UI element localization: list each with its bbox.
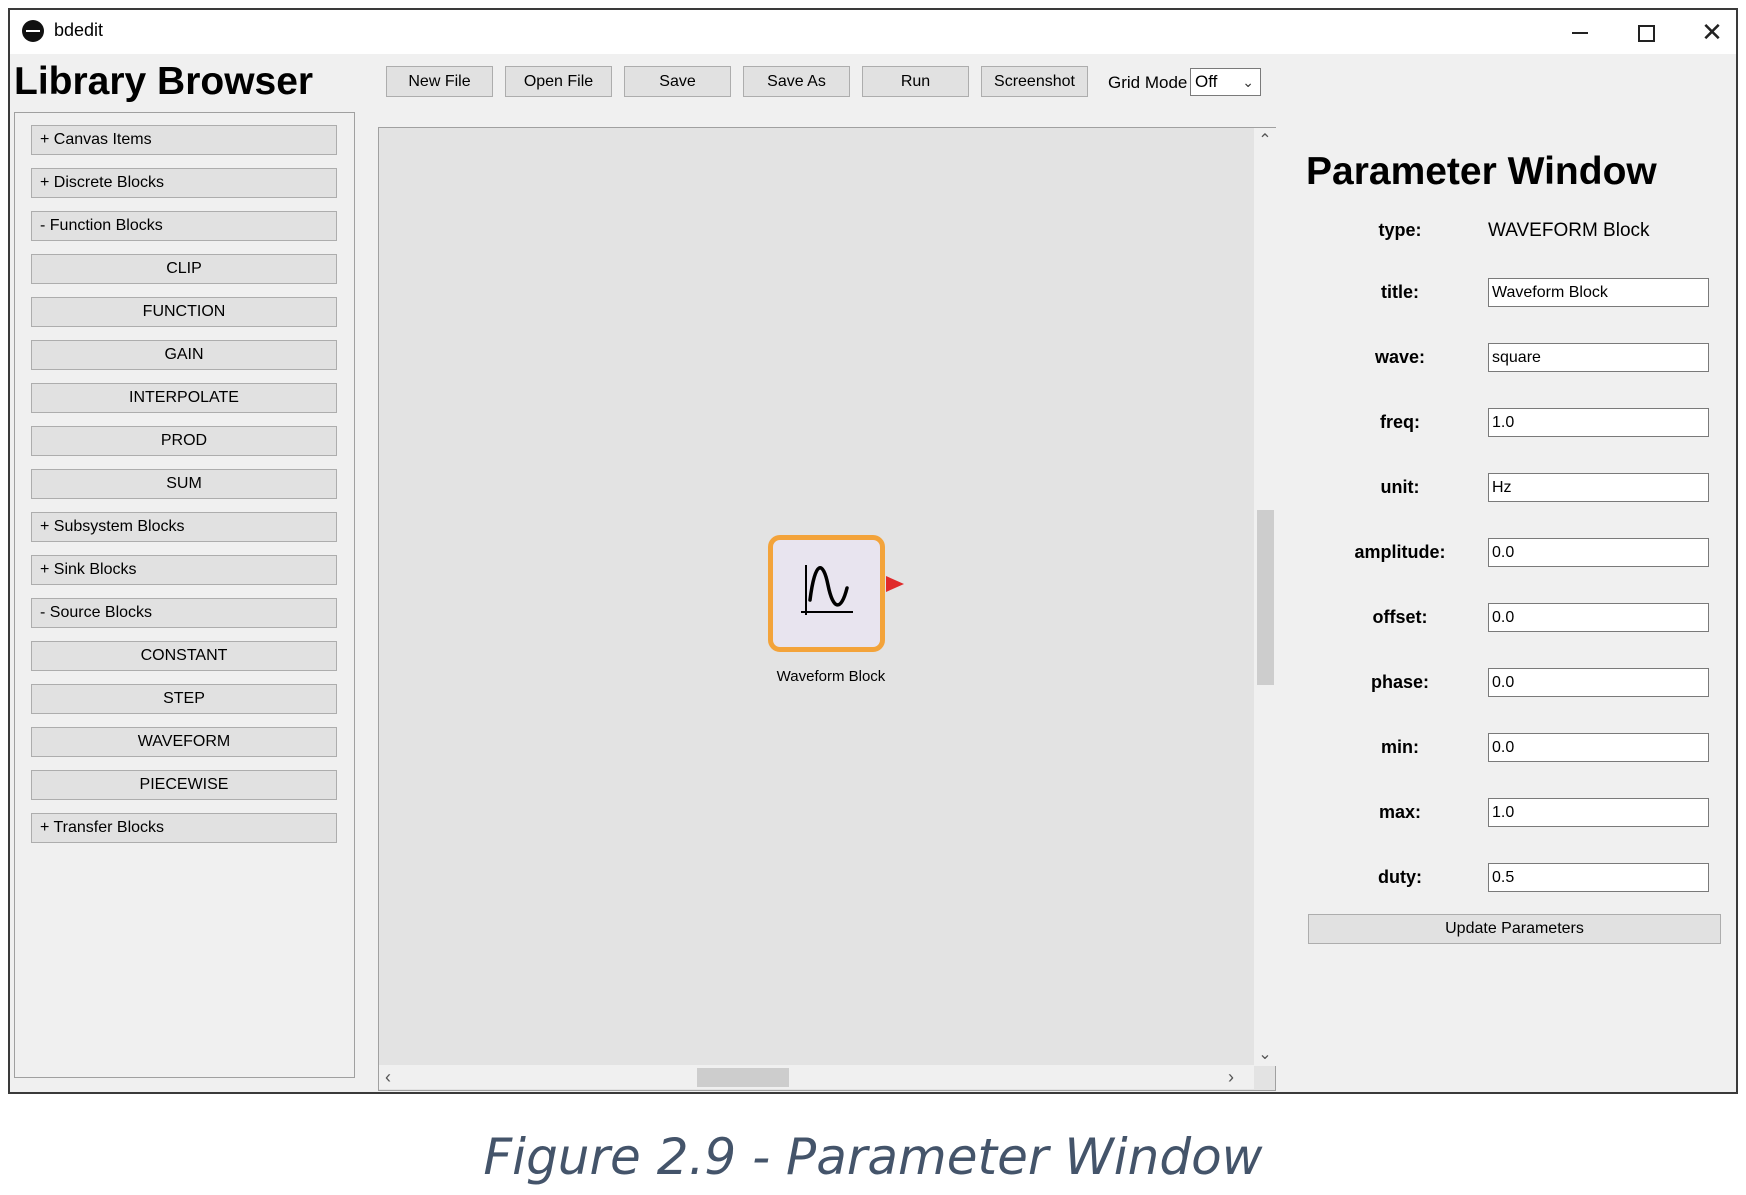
param-input[interactable]: 0.0 <box>1488 603 1709 632</box>
save-as-button[interactable]: Save As <box>743 66 850 97</box>
library-block-button[interactable]: FUNCTION <box>31 297 337 327</box>
output-port[interactable] <box>886 576 904 592</box>
param-input[interactable]: 0.5 <box>1488 863 1709 892</box>
library-category-button[interactable]: + Sink Blocks <box>31 555 337 585</box>
grid-mode-value: Off <box>1195 72 1218 91</box>
param-label: wave: <box>1374 347 1426 367</box>
param-label: duty: <box>1378 867 1422 887</box>
library-block-button[interactable]: STEP <box>31 684 337 714</box>
library-block-button[interactable]: WAVEFORM <box>31 727 337 757</box>
app-title: bdedit <box>54 20 104 40</box>
library-block-button[interactable]: INTERPOLATE <box>31 383 337 413</box>
library-browser-panel: + Canvas Items + Discrete Blocks - Functio… <box>14 112 355 1078</box>
library-category-button[interactable]: + Subsystem Blocks <box>31 512 337 542</box>
param-label: amplitude: <box>1354 542 1446 562</box>
param-label: max: <box>1378 802 1422 822</box>
param-label: offset: <box>1372 607 1428 627</box>
update-parameters-button[interactable]: Update Parameters <box>1308 914 1721 944</box>
param-label: unit: <box>1380 477 1420 497</box>
library-category-button[interactable]: + Discrete Blocks <box>31 168 337 198</box>
maximize-icon <box>1637 24 1655 42</box>
library-category-button[interactable]: + Transfer Blocks <box>31 813 337 843</box>
parameter-window-title: Parameter Window <box>1306 150 1657 193</box>
title-bar: bdedit ✕ <box>10 10 1736 54</box>
screenshot-button[interactable]: Screenshot <box>981 66 1088 97</box>
param-input[interactable]: 0.0 <box>1488 668 1709 697</box>
param-type-label: type: <box>1378 220 1422 240</box>
param-input[interactable]: 0.0 <box>1488 538 1709 567</box>
horizontal-scroll-thumb[interactable] <box>697 1068 789 1087</box>
scroll-left-icon[interactable]: ‹ <box>385 1067 391 1087</box>
param-input[interactable]: Hz <box>1488 473 1709 502</box>
library-block-button[interactable]: CONSTANT <box>31 641 337 671</box>
library-browser-title: Library Browser <box>14 60 314 103</box>
figure-caption: Figure 2.9 - Parameter Window <box>483 1128 1263 1186</box>
library-category-button[interactable]: - Source Blocks <box>31 598 337 628</box>
param-label: freq: <box>1380 412 1420 432</box>
param-input[interactable]: square <box>1488 343 1709 372</box>
maximize-button[interactable] <box>1616 14 1676 50</box>
library-block-button[interactable]: GAIN <box>31 340 337 370</box>
chevron-down-icon: ⌄ <box>1242 74 1254 90</box>
library-category-button[interactable]: - Function Blocks <box>31 211 337 241</box>
open-file-button[interactable]: Open File <box>505 66 612 97</box>
library-block-button[interactable]: PIECEWISE <box>31 770 337 800</box>
waveform-block[interactable] <box>768 535 885 652</box>
block-label: Waveform Block <box>776 668 886 685</box>
sine-wave-icon <box>801 565 853 615</box>
grid-mode-label: Grid Mode <box>1108 73 1188 92</box>
minimize-button[interactable] <box>1550 14 1610 50</box>
param-type-value: WAVEFORM Block <box>1488 220 1650 241</box>
save-button[interactable]: Save <box>624 66 731 97</box>
vertical-scroll-thumb[interactable] <box>1257 510 1274 685</box>
minimize-icon <box>1572 32 1588 35</box>
run-button[interactable]: Run <box>862 66 969 97</box>
library-block-button[interactable]: SUM <box>31 469 337 499</box>
app-icon <box>22 20 44 42</box>
grid-mode-select[interactable]: Off ⌄ <box>1190 68 1261 96</box>
param-input[interactable]: 1.0 <box>1488 798 1709 827</box>
horizontal-scrollbar[interactable]: ‹ › <box>379 1065 1254 1089</box>
param-label: title: <box>1381 282 1419 302</box>
scroll-up-icon[interactable]: ⌃ <box>1258 132 1272 149</box>
vertical-scrollbar[interactable]: ⌃ ⌄ <box>1254 128 1276 1066</box>
new-file-button[interactable]: New File <box>386 66 493 97</box>
param-label: min: <box>1381 737 1419 757</box>
param-input[interactable]: 0.0 <box>1488 733 1709 762</box>
scroll-down-icon[interactable]: ⌄ <box>1258 1046 1272 1063</box>
library-block-button[interactable]: CLIP <box>31 254 337 284</box>
close-icon: ✕ <box>1701 17 1723 47</box>
param-label: phase: <box>1370 672 1430 692</box>
library-category-button[interactable]: + Canvas Items <box>31 125 337 155</box>
close-button[interactable]: ✕ <box>1682 14 1742 50</box>
param-input[interactable]: Waveform Block <box>1488 278 1709 307</box>
scroll-right-icon[interactable]: › <box>1228 1067 1234 1087</box>
library-block-button[interactable]: PROD <box>31 426 337 456</box>
param-input[interactable]: 1.0 <box>1488 408 1709 437</box>
